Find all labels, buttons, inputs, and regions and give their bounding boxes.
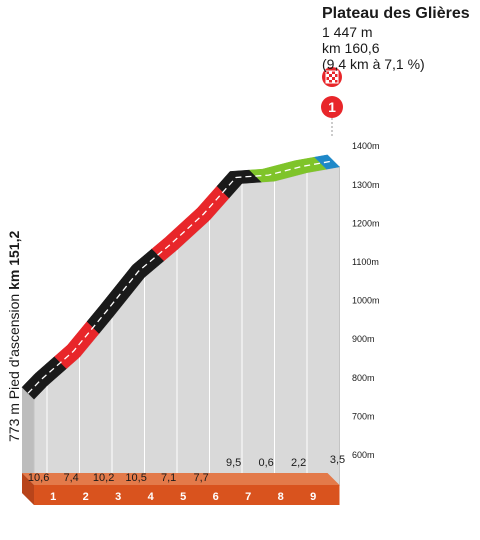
road-centerline	[27, 160, 334, 394]
finish-flag-square	[335, 77, 338, 80]
gradient-label: 2,2	[291, 457, 306, 469]
finish-flag-square	[335, 71, 338, 74]
km-band	[34, 485, 340, 505]
altitude-tick-label: 600m	[352, 450, 375, 460]
gradient-label: 7,7	[193, 472, 208, 484]
km-marker-label: 2	[83, 491, 89, 503]
finish-flag-square	[326, 80, 329, 83]
km-marker-label: 6	[213, 491, 219, 503]
summit-km: km 160,6	[322, 40, 380, 56]
finish-flag-square	[332, 71, 335, 74]
finish-flag-square	[335, 74, 338, 77]
km-marker-label: 8	[278, 491, 284, 503]
km-band-side	[22, 473, 34, 505]
gradient-label: 3,5	[330, 454, 345, 466]
altitude-tick-label: 800m	[352, 373, 375, 383]
finish-flag-square	[326, 74, 329, 77]
km-marker-label: 7	[245, 491, 251, 503]
gradient-label: 7,4	[63, 472, 78, 484]
altitude-tick-label: 1100m	[352, 257, 379, 267]
km-marker-label: 9	[310, 491, 316, 503]
finish-flag-square	[329, 77, 332, 80]
category-badge-label: 1	[328, 99, 336, 115]
category-badge-circle	[321, 96, 343, 118]
finish-flag-square	[326, 71, 329, 74]
gradient-label: 10,2	[93, 472, 114, 484]
finish-flag-square	[329, 71, 332, 74]
summit-climb: (9,4 km à 7,1 %)	[322, 56, 425, 72]
finish-flag-square	[329, 80, 332, 83]
start-label-text: 773 m Pied d'ascension	[6, 293, 22, 442]
finish-flag-square	[329, 74, 332, 77]
altitude-tick-label: 900m	[352, 334, 375, 344]
gradient-label: 9,5	[226, 457, 241, 469]
km-marker-label: 3	[115, 491, 121, 503]
altitude-tick-label: 1200m	[352, 218, 380, 228]
altitude-tick-label: 700m	[352, 411, 375, 421]
summit-altitude: 1 447 m	[322, 24, 373, 40]
finish-flag-square	[326, 77, 329, 80]
start-label: 773 m Pied d'ascension km 151,2	[6, 231, 22, 442]
km-marker-label: 1	[50, 491, 56, 503]
finish-flag-border	[325, 70, 339, 84]
start-label-km: km 151,2	[6, 230, 22, 290]
finish-flag-square	[332, 77, 335, 80]
altitude-tick-label: 1000m	[352, 296, 380, 306]
category-badge: 1	[321, 96, 343, 118]
altitude-tick-label: 1300m	[352, 180, 380, 190]
altitude-tick-label: 1400m	[352, 141, 380, 151]
gradient-label: 0,6	[258, 457, 273, 469]
gradient-label: 7,1	[161, 472, 176, 484]
km-marker-label: 4	[148, 491, 155, 503]
finish-flag-square	[332, 74, 335, 77]
finish-flag-square	[332, 80, 335, 83]
km-marker-label: 5	[180, 491, 186, 503]
summit-name: Plateau des Glières	[322, 5, 470, 22]
km-grid-lines	[46, 172, 308, 485]
finish-flag-icon	[322, 67, 342, 87]
summit-info: Plateau des Glières 1 447 m km 160,6 (9,…	[322, 4, 472, 72]
gradient-label: 10,5	[125, 472, 146, 484]
gradient-label: 10,6	[28, 472, 49, 484]
km-band-top	[22, 473, 340, 485]
finish-flag-square	[335, 80, 338, 83]
